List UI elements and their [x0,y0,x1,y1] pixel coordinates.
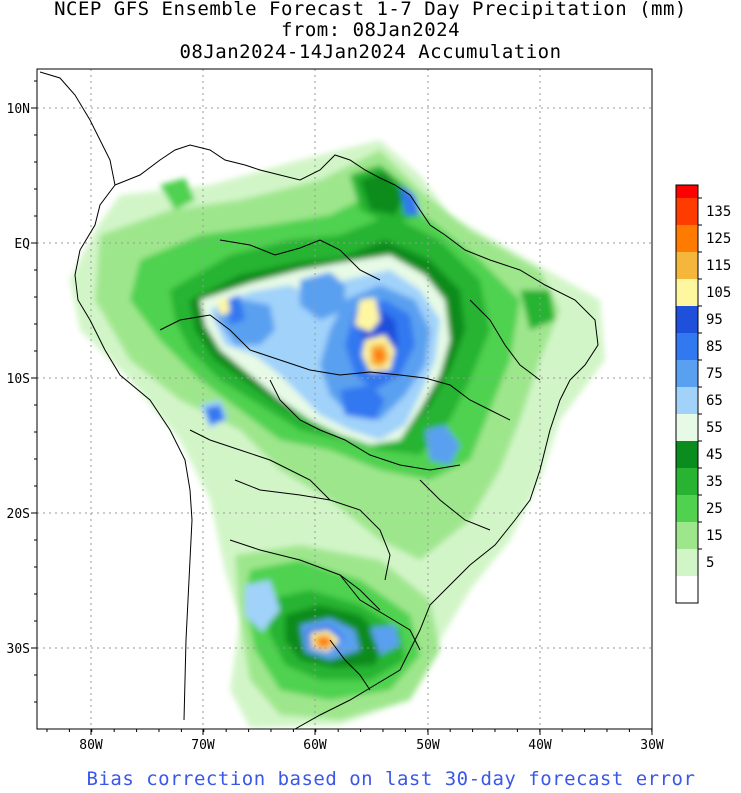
colorbar-swatch [676,252,698,279]
lat-label: EQ [14,237,30,252]
country-borders [39,71,599,729]
accumulation-period: 08Jan2024-14Jan2024 Accumulation [179,41,562,63]
lon-label: 50W [416,738,440,753]
colorbar-label: 75 [706,366,723,382]
precip-contour [245,580,280,632]
longitude-axis: 80W 70W 60W 50W 40W 30W [46,729,664,753]
colorbar-label: 25 [706,501,723,517]
colorbar-swatch [676,225,698,252]
grid-lines [37,69,652,729]
lat-label: 10N [7,102,30,117]
colorbar-label: 85 [706,339,723,355]
colorbar-label: 65 [706,393,723,409]
colorbar-label: 95 [706,312,723,328]
bias-correction-note: Bias correction based on last 30-day for… [86,768,696,790]
colorbar-swatch [676,495,698,522]
map-title: NCEP GFS Ensemble Forecast 1-7 Day Preci… [54,0,687,20]
colorbar-frame [675,184,699,604]
precip-contour [318,637,330,647]
colorbar-swatch [676,333,698,360]
precip-field [70,140,605,728]
forecast-date: from: 08Jan2024 [280,19,461,41]
colorbar-swatch [676,279,698,306]
latitude-axis: 10N EQ 10S 20S 30S [7,80,37,703]
colorbar-label: 5 [706,555,714,571]
precip-contour [520,290,555,330]
precip-contour [373,349,385,363]
precip-contour [160,178,195,210]
lon-label: 40W [528,738,552,753]
precip-contour [300,272,345,320]
colorbar-label: 125 [706,231,731,247]
colorbar-label: 115 [706,258,731,274]
precip-contour [340,385,385,420]
precip-contour [360,172,405,215]
colorbar-label: 135 [706,204,731,220]
colorbar-swatch [676,414,698,441]
precip-contour [425,425,460,465]
colorbar-label: 55 [706,420,723,436]
lon-label: 80W [79,738,103,753]
precip-contour [400,185,420,215]
colorbar-swatch [676,306,698,333]
colorbar-swatch [676,360,698,387]
colorbar-swatch [676,198,698,225]
lon-label: 70W [191,738,215,753]
precip-contour [355,298,380,332]
colorbar-label: 45 [706,447,723,463]
colorbar-swatch [676,387,698,414]
lon-label: 30W [640,738,664,753]
precip-contour [218,298,230,316]
colorbar-label: 15 [706,528,723,544]
precip-colorbar: 135 125 115 105 95 85 75 65 55 45 35 25 15 5 [675,184,731,604]
colorbar-label: 35 [706,474,723,490]
colorbar-swatch [676,576,698,603]
colorbar-swatch [676,185,698,198]
colorbar-swatch [676,549,698,576]
colorbar-swatch [676,468,698,495]
precip-contour [205,405,225,425]
lat-label: 30S [7,642,30,657]
colorbar-swatch [676,522,698,549]
lat-label: 20S [7,507,30,522]
colorbar-label: 105 [706,285,731,301]
precip-contour [225,295,245,325]
lon-label: 60W [303,738,327,753]
colorbar-swatch [676,441,698,468]
plot-frame [36,68,653,730]
lat-label: 10S [7,372,30,387]
